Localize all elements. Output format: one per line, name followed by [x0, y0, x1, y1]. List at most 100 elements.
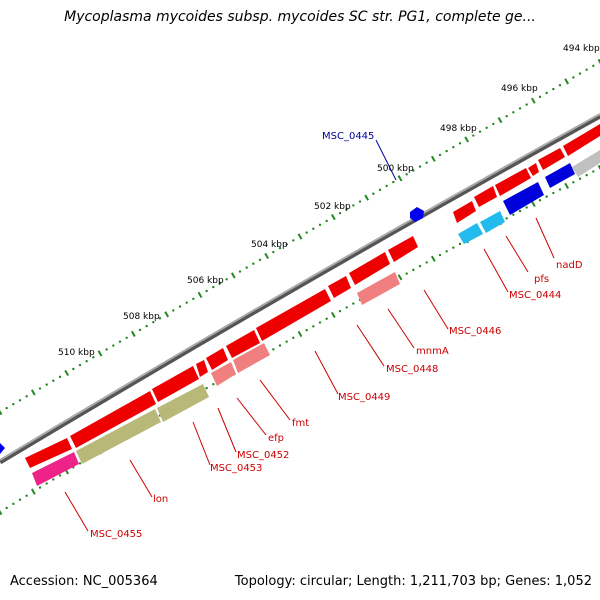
- outer-dot-16: [105, 348, 108, 351]
- inner-dot-82: [545, 195, 548, 198]
- cds-fwd-4[interactable]: [474, 186, 497, 207]
- outer-dot-85: [564, 78, 570, 85]
- feature-blue-edge[interactable]: [0, 443, 5, 454]
- gene-label-MSC_0449[interactable]: MSC_0449: [338, 392, 390, 403]
- inner-dot-80: [530, 200, 536, 207]
- outer-dot-7: [45, 383, 48, 386]
- outer-dot-43: [285, 243, 288, 246]
- feature-olive-2[interactable]: [76, 409, 161, 464]
- inner-dot-31: [205, 386, 208, 390]
- inner-dot-49: [325, 317, 328, 320]
- cds-fwd-10[interactable]: [226, 330, 260, 358]
- feature-blue-1[interactable]: [545, 163, 575, 188]
- gene-label-efp[interactable]: efp: [268, 433, 284, 444]
- outer-dot-0: [0, 408, 3, 416]
- cds-fwd-8[interactable]: [328, 276, 351, 298]
- cds-fwd-1[interactable]: [538, 148, 565, 170]
- outer-dot-33: [218, 282, 222, 285]
- outer-dot-15: [97, 350, 103, 357]
- gene-label-pfs[interactable]: pfs: [534, 274, 549, 285]
- gene-label-MSC_0448[interactable]: MSC_0448: [386, 364, 438, 375]
- genome-summary: Topology: circular; Length: 1,211,703 bp…: [234, 574, 592, 589]
- outer-dot-52: [345, 208, 348, 211]
- inner-dot-42: [278, 344, 282, 347]
- inner-dot-78: [518, 209, 522, 213]
- cds-fwd-9[interactable]: [256, 289, 331, 341]
- outer-dot-32: [212, 285, 215, 289]
- outer-dot-89: [592, 64, 595, 68]
- outer-dot-44: [292, 239, 295, 242]
- feature-gray[interactable]: [572, 150, 600, 177]
- outer-dot-2: [12, 402, 15, 406]
- outer-dot-25: [164, 311, 170, 318]
- outer-dot-13: [85, 359, 88, 363]
- gene-label-lon[interactable]: lon: [153, 494, 168, 505]
- gene-label-fmt[interactable]: fmt: [292, 418, 309, 429]
- tick-label-506: 506 kbp: [187, 276, 224, 286]
- feature-olive-1[interactable]: [157, 384, 209, 422]
- gene-label-MSC_0452[interactable]: MSC_0452: [237, 450, 289, 461]
- feature-pink-fmt[interactable]: [233, 343, 270, 373]
- gene-label-nadD[interactable]: nadD: [556, 260, 583, 271]
- genome-backbone: [0, 113, 600, 465]
- cds-fwd-2[interactable]: [528, 163, 539, 176]
- outer-dot-49: [325, 219, 328, 223]
- gene-label-MSC_0455[interactable]: MSC_0455: [90, 529, 142, 540]
- cds-fwd-5[interactable]: [453, 201, 476, 223]
- outer-dot-17: [112, 344, 115, 347]
- tick-label-500: 500 kbp: [377, 164, 414, 174]
- inner-dot-90: [597, 164, 600, 172]
- inner-dot-47: [312, 325, 315, 328]
- gene-label-MSC_0444[interactable]: MSC_0444: [509, 290, 561, 301]
- outer-dot-11: [72, 367, 75, 371]
- outer-dot-58: [385, 184, 388, 188]
- feature-MSC_0445-marker[interactable]: [410, 207, 424, 222]
- outer-dot-63: [418, 165, 422, 168]
- inner-dot-63: [418, 264, 422, 268]
- gene-label-MSC_0446[interactable]: MSC_0446: [449, 326, 501, 337]
- outer-dot-26: [172, 309, 175, 312]
- outer-dot-12: [78, 363, 82, 367]
- cds-fwd-15[interactable]: [25, 438, 72, 468]
- cds-fwd-6[interactable]: [388, 236, 418, 262]
- outer-dot-54: [358, 200, 362, 203]
- outer-dot-60: [397, 175, 403, 182]
- outer-dot-14: [92, 356, 95, 359]
- outer-dot-82: [545, 91, 548, 95]
- feature-lightblue-2[interactable]: [458, 223, 483, 244]
- inner-dot-8: [52, 478, 55, 481]
- gene-label-mnmA[interactable]: mnmA: [416, 346, 449, 357]
- feature-blue-2[interactable]: [503, 182, 544, 215]
- outer-dot-10: [64, 369, 70, 377]
- cds-fwd-11[interactable]: [206, 348, 228, 370]
- outer-dot-64: [425, 161, 428, 164]
- cds-fwd-13[interactable]: [152, 366, 199, 402]
- feature-pink-mnmA[interactable]: [357, 272, 400, 305]
- outer-dot-61: [405, 173, 408, 176]
- inner-dot-87: [578, 177, 582, 180]
- cds-fwd-14[interactable]: [70, 391, 156, 448]
- outer-dot-76: [505, 114, 508, 118]
- outer-dot-41: [272, 250, 275, 254]
- feature-lightblue-1[interactable]: [480, 211, 505, 233]
- gene-label-MSC_0453[interactable]: MSC_0453: [210, 463, 262, 474]
- inner-dot-1: [5, 506, 8, 510]
- outer-dot-83: [552, 87, 555, 91]
- outer-dot-73: [485, 126, 488, 130]
- accession-label: Accession: NC_005364: [10, 574, 158, 589]
- cds-nadD-fwd[interactable]: [563, 124, 600, 156]
- outer-dot-77: [512, 111, 515, 114]
- feature-pink-efp[interactable]: [211, 362, 236, 386]
- inner-dot-3: [18, 498, 22, 501]
- outer-dot-86: [572, 76, 575, 79]
- cds-fwd-3[interactable]: [495, 168, 531, 196]
- label-leader-MSC_0445: [375, 139, 397, 181]
- feature-magenta[interactable]: [32, 452, 79, 486]
- gene-label-MSC_0445[interactable]: MSC_0445: [322, 131, 374, 142]
- inner-dot-77: [512, 213, 515, 216]
- cds-fwd-12[interactable]: [196, 360, 208, 377]
- inner-dot-4: [25, 494, 28, 497]
- inner-dot-45: [297, 330, 303, 338]
- cds-fwd-7[interactable]: [349, 252, 390, 285]
